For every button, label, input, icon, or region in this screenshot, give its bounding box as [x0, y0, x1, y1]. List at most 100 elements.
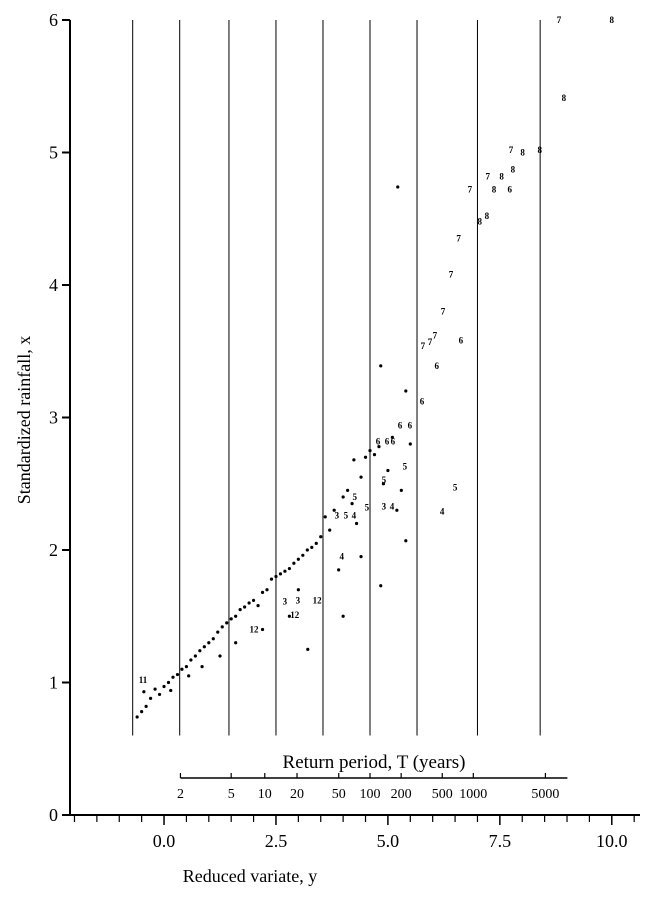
t-tick-label: 100	[360, 787, 381, 802]
data-point	[265, 588, 269, 592]
data-point	[274, 574, 278, 579]
data-point	[296, 588, 300, 592]
data-point	[332, 508, 336, 512]
data-point	[287, 614, 292, 618]
labeled-point: 8	[562, 93, 567, 103]
labeled-point: 4	[352, 511, 357, 521]
data-point	[216, 630, 220, 634]
data-point	[346, 488, 350, 492]
labeled-point: 12	[290, 610, 300, 620]
data-point	[169, 688, 173, 693]
t-tick-label: 10	[258, 787, 272, 802]
x-tick-label: 2.5	[265, 831, 288, 851]
labeled-point: 6	[420, 397, 425, 407]
t-tick-label: 5000	[531, 787, 559, 802]
data-point	[193, 654, 197, 658]
data-point	[142, 690, 146, 694]
data-point	[175, 672, 180, 677]
data-point	[381, 482, 386, 486]
data-point	[314, 541, 318, 545]
data-point	[396, 185, 400, 189]
labeled-point: 8	[499, 171, 504, 181]
labeled-point: 7	[509, 145, 514, 155]
labeled-point: 8	[520, 148, 525, 158]
data-point	[377, 445, 381, 449]
y-tick-label: 4	[49, 275, 58, 295]
data-point	[251, 598, 256, 602]
data-point	[243, 605, 247, 609]
labeled-point: 7	[449, 269, 454, 279]
data-point	[247, 601, 251, 605]
labeled-point: 7	[486, 171, 491, 181]
labeled-point: 6	[408, 420, 413, 430]
data-point	[404, 389, 408, 393]
data-point	[200, 665, 204, 669]
data-point	[296, 557, 300, 561]
data-point	[189, 658, 193, 662]
data-point	[301, 553, 305, 557]
labeled-point: 7	[441, 307, 446, 317]
labeled-point: 6	[385, 436, 390, 446]
labeled-point: 7	[428, 337, 433, 347]
labeled-point: 5	[382, 475, 387, 485]
y-tick-label: 6	[49, 10, 58, 30]
data-point	[198, 649, 202, 653]
data-point	[171, 675, 175, 679]
data-point	[337, 568, 341, 572]
data-point	[260, 590, 265, 595]
labeled-point: 7	[456, 234, 461, 244]
data-point	[395, 508, 399, 512]
data-point	[180, 667, 184, 671]
data-point	[135, 715, 139, 719]
labeled-point: 5	[365, 503, 370, 513]
data-point	[408, 442, 412, 446]
labeled-point: 11	[139, 675, 148, 685]
data-point	[386, 468, 390, 473]
labeled-point: 8	[511, 165, 516, 175]
labeled-point: 3	[335, 511, 340, 521]
data-point	[207, 641, 211, 645]
labeled-point: 8	[477, 216, 482, 226]
labeled-point: 5	[353, 492, 358, 502]
data-point	[319, 535, 323, 539]
data-point	[363, 455, 368, 459]
data-point	[390, 435, 394, 439]
labeled-point: 4	[440, 507, 445, 517]
labeled-point: 8	[537, 145, 542, 155]
labeled-point: 6	[398, 420, 403, 430]
labeled-point: 7	[557, 15, 562, 25]
labeled-point: 3	[283, 597, 288, 607]
x-tick-label: 5.0	[377, 831, 400, 851]
data-point	[166, 680, 171, 685]
data-point	[359, 475, 363, 479]
t-axis-title: Return period, T (years)	[283, 752, 466, 773]
labeled-point: 8	[492, 185, 497, 195]
t-tick-label: 50	[332, 787, 346, 802]
y-tick-label: 1	[49, 673, 58, 693]
data-point	[354, 521, 359, 526]
t-tick-label: 2	[177, 787, 184, 802]
data-point	[153, 687, 157, 691]
data-point	[225, 621, 229, 625]
data-point	[187, 674, 191, 678]
data-point	[238, 608, 242, 612]
data-point	[140, 710, 144, 714]
data-point	[350, 502, 354, 506]
t-tick-label: 500	[432, 787, 453, 802]
y-tick-label: 5	[49, 143, 58, 163]
t-tick-label: 20	[290, 787, 304, 802]
data-point	[218, 654, 222, 658]
labeled-point: 7	[421, 341, 426, 351]
data-point	[283, 569, 287, 573]
labeled-point: 6	[376, 436, 381, 446]
labeled-point: 8	[610, 15, 615, 25]
data-point	[269, 577, 274, 581]
y-tick-label: 0	[49, 805, 58, 825]
data-point	[148, 696, 153, 701]
labeled-point: 5	[453, 483, 458, 493]
labeled-point: 4	[390, 501, 395, 511]
labeled-point: 12	[313, 595, 323, 605]
y-axis-title: Standardized rainfall, x	[14, 336, 34, 504]
